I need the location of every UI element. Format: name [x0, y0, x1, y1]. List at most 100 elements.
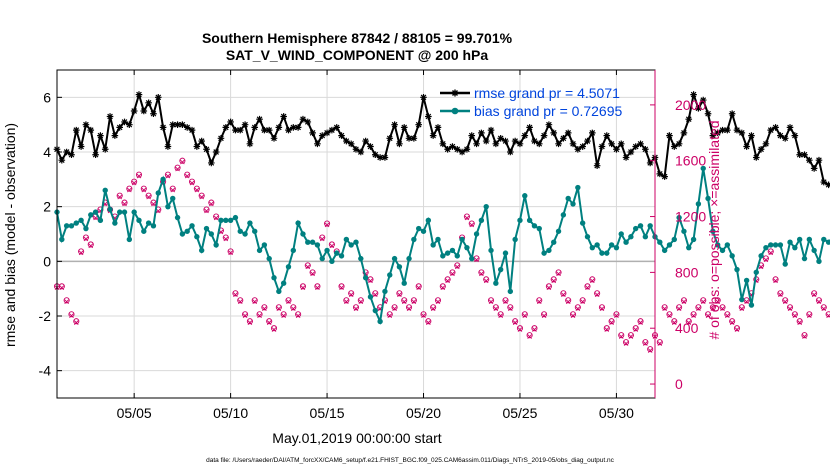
rmse-marker: [405, 135, 413, 142]
assimilated-obs-marker: [594, 292, 600, 298]
possible-obs-marker: [251, 297, 258, 304]
bias-marker: [768, 242, 774, 248]
bias-marker: [739, 296, 745, 303]
x-tick-label: 05/05: [117, 405, 152, 421]
legend-marker: [451, 89, 459, 97]
assimilated-obs-marker: [715, 299, 721, 305]
y-axis-label: rmse and bias (model - observation): [2, 123, 18, 347]
possible-obs-marker: [762, 255, 769, 262]
bias-marker: [334, 250, 340, 256]
bias-marker: [782, 261, 788, 267]
rmse-marker: [241, 121, 249, 128]
rmse-marker: [714, 129, 721, 137]
rmse-marker: [87, 126, 95, 134]
bias-marker: [266, 255, 272, 262]
possible-obs-marker: [184, 171, 191, 178]
bias-marker: [406, 255, 412, 262]
bias-marker: [102, 187, 108, 193]
possible-obs-marker: [608, 318, 615, 325]
possible-obs-marker: [116, 192, 123, 199]
assimilated-obs-marker: [151, 201, 156, 207]
assimilated-obs-marker: [73, 320, 79, 325]
plot-background: [57, 70, 655, 398]
assimilated-obs-marker: [397, 292, 402, 298]
rmse-marker: [772, 124, 779, 131]
assimilated-obs-marker: [247, 320, 253, 325]
bias-marker: [714, 242, 721, 248]
assimilated-obs-marker: [141, 187, 147, 193]
assimilated-obs-marker: [262, 306, 267, 311]
bias-marker: [305, 239, 311, 245]
possible-obs-marker: [603, 325, 610, 332]
possible-obs-marker: [343, 297, 350, 304]
possible-obs-marker: [348, 290, 355, 297]
legend-marker: [451, 107, 459, 115]
assimilated-obs-marker: [305, 264, 311, 270]
x-tick-label: 05/30: [599, 405, 634, 421]
assimilated-obs-marker: [252, 299, 258, 305]
bias-marker: [541, 250, 547, 256]
rmse-marker: [632, 143, 640, 150]
legend-label: rmse grand pr = 4.5071: [474, 85, 620, 101]
assimilated-obs-marker: [392, 306, 397, 311]
bias-marker: [430, 242, 436, 248]
assimilated-obs-marker: [580, 299, 585, 305]
y-tick-label: -4: [39, 363, 52, 379]
possible-obs-marker: [502, 297, 509, 304]
bias-marker: [411, 236, 417, 243]
assimilated-obs-marker: [802, 334, 807, 339]
assimilated-obs-marker: [773, 278, 778, 284]
possible-obs-marker: [63, 297, 70, 304]
bias-marker: [599, 250, 605, 256]
rmse-marker: [381, 154, 389, 161]
assimilated-obs-marker: [358, 299, 364, 305]
rmse-marker: [164, 143, 172, 150]
possible-obs-marker: [169, 185, 176, 192]
data-file-footnote: data file: /Users/raeder/DAI/ATM_forcXX/…: [206, 457, 615, 464]
bias-marker: [594, 242, 600, 248]
bias-marker: [551, 239, 557, 245]
bias-marker: [184, 228, 190, 234]
rmse-marker: [560, 135, 567, 142]
bias-line: [56, 168, 830, 325]
rmse-marker: [825, 181, 830, 189]
rmse-marker: [222, 124, 230, 131]
assimilated-obs-marker: [508, 306, 513, 311]
bias-marker: [358, 255, 364, 262]
assimilated-obs-marker: [623, 341, 629, 346]
bias-marker: [377, 318, 383, 325]
possible-obs-marker: [598, 304, 606, 311]
assimilated-obs-marker: [570, 313, 576, 318]
rmse-marker: [232, 126, 239, 134]
possible-obs-marker: [145, 192, 152, 199]
bias-marker: [420, 228, 427, 234]
possible-obs-marker: [637, 318, 644, 325]
possible-obs-marker: [642, 339, 649, 346]
possible-obs-marker: [468, 220, 475, 227]
y-tick-label: -2: [39, 308, 52, 324]
rmse-marker: [757, 145, 765, 153]
possible-obs-marker: [656, 339, 663, 346]
possible-obs-marker: [188, 178, 196, 185]
assimilated-obs-marker: [184, 173, 190, 179]
bias-marker: [777, 242, 784, 248]
possible-obs-marker: [261, 304, 268, 311]
assimilated-obs-marker: [430, 306, 436, 311]
x-tick-label: 05/25: [502, 405, 537, 421]
possible-obs-marker: [555, 269, 562, 276]
bias-marker: [68, 223, 75, 229]
possible-obs-marker: [492, 304, 499, 311]
rmse-marker: [391, 121, 398, 128]
rmse-marker: [670, 143, 678, 150]
chart-subtitle: SAT_V_WIND_COMPONENT @ 200 hPa: [226, 47, 489, 63]
assimilated-obs-marker: [83, 236, 89, 242]
possible-obs-marker: [724, 311, 731, 318]
y-tick-label: 4: [43, 144, 51, 160]
assimilated-obs-marker: [729, 320, 735, 325]
rmse-marker: [343, 137, 350, 145]
x-tick-label: 05/10: [213, 405, 248, 421]
rmse-marker: [511, 137, 519, 145]
rmse-marker: [77, 143, 85, 150]
assimilated-obs-marker: [88, 243, 94, 249]
